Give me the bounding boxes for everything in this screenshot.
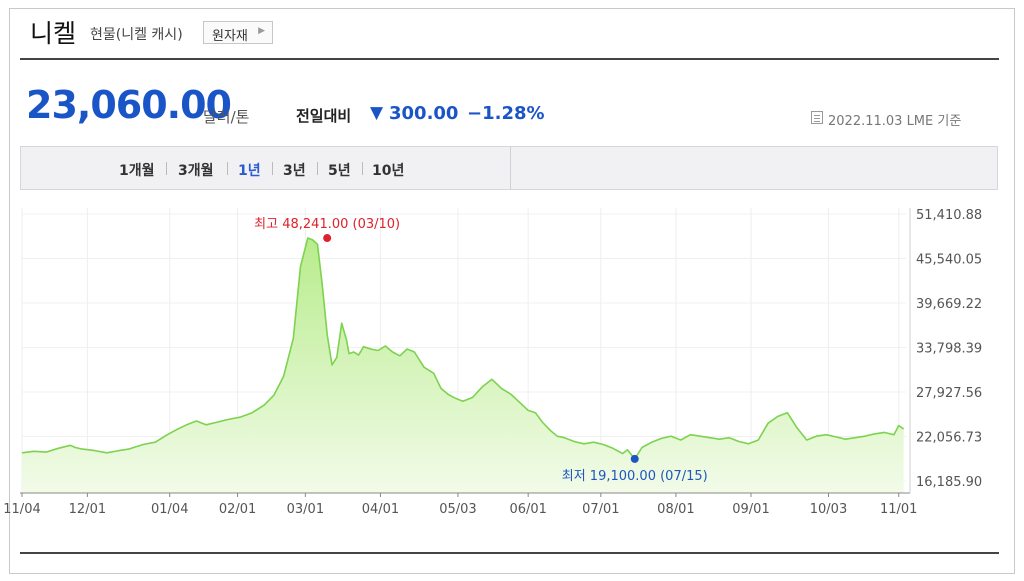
current-price: 23,060.00 xyxy=(26,83,232,127)
quote-date: 2022.11.03 LME 기준 xyxy=(828,114,962,129)
x-tick-label: 05/03 xyxy=(439,502,476,517)
y-tick-label: 33,798.39 xyxy=(916,342,982,357)
bottom-divider xyxy=(20,552,999,554)
tab-5years[interactable]: 5년 xyxy=(328,163,351,179)
tab-10years[interactable]: 10년 xyxy=(372,163,405,179)
tab-1month[interactable]: 1개월 xyxy=(119,163,155,179)
tabs-divider xyxy=(510,147,511,189)
x-tick-label: 04/01 xyxy=(362,502,399,517)
tab-separator xyxy=(166,162,167,175)
min-point-marker xyxy=(630,454,639,463)
tab-3months[interactable]: 3개월 xyxy=(178,163,214,179)
down-triangle-icon: ▼ xyxy=(370,103,384,123)
price-unit: 달러/톤 xyxy=(203,108,250,126)
y-tick-label: 45,540.05 xyxy=(916,253,982,268)
period-tabs: 1개월 3개월 1년 3년 5년 10년 xyxy=(20,146,998,190)
raw-material-button-label: 원자재 xyxy=(212,29,248,44)
y-tick-label: 51,410.88 xyxy=(916,208,982,223)
x-tick-label: 09/01 xyxy=(732,502,769,517)
chevron-right-icon: ▶ xyxy=(258,26,265,36)
top-divider xyxy=(20,58,999,60)
x-tick-label: 11/01 xyxy=(880,502,917,517)
price-line xyxy=(21,237,905,460)
commodity-subtitle: 현물(니켈 캐시) xyxy=(90,27,183,43)
commodity-title: 니켈 xyxy=(30,19,77,48)
x-tick-label: 07/01 xyxy=(582,502,619,517)
x-tick-label: 02/01 xyxy=(219,502,256,517)
x-tick-label: 01/04 xyxy=(151,502,188,517)
tab-separator xyxy=(317,162,318,175)
y-tick-label: 16,185.90 xyxy=(916,475,982,490)
x-tick-label: 03/01 xyxy=(287,502,324,517)
change-percent: −1.28% xyxy=(467,103,545,124)
max-annotation-label: 최고 48,241.00 (03/10) xyxy=(254,217,400,232)
x-tick-label: 11/04 xyxy=(3,502,40,517)
change-label: 전일대비 xyxy=(296,107,352,125)
tab-separator xyxy=(227,162,228,175)
change-value: 300.00 xyxy=(389,103,459,124)
x-tick-label: 12/01 xyxy=(69,502,106,517)
x-tick-label: 08/01 xyxy=(657,502,694,517)
raw-material-button[interactable]: 원자재 ▶ xyxy=(203,21,273,44)
y-tick-label: 39,669.22 xyxy=(916,297,982,312)
y-tick-label: 22,056.73 xyxy=(916,431,982,446)
tab-3years[interactable]: 3년 xyxy=(283,163,306,179)
x-tick-label: 06/01 xyxy=(509,502,546,517)
calendar-icon xyxy=(811,111,823,124)
tab-1year[interactable]: 1년 xyxy=(238,163,261,179)
tab-separator xyxy=(362,162,363,175)
max-point-marker xyxy=(323,234,332,243)
x-tick-label: 10/03 xyxy=(810,502,847,517)
min-annotation-label: 최저 19,100.00 (07/15) xyxy=(562,469,708,484)
y-tick-label: 27,927.56 xyxy=(916,386,982,401)
tab-separator xyxy=(272,162,273,175)
price-area-fill xyxy=(22,238,904,493)
